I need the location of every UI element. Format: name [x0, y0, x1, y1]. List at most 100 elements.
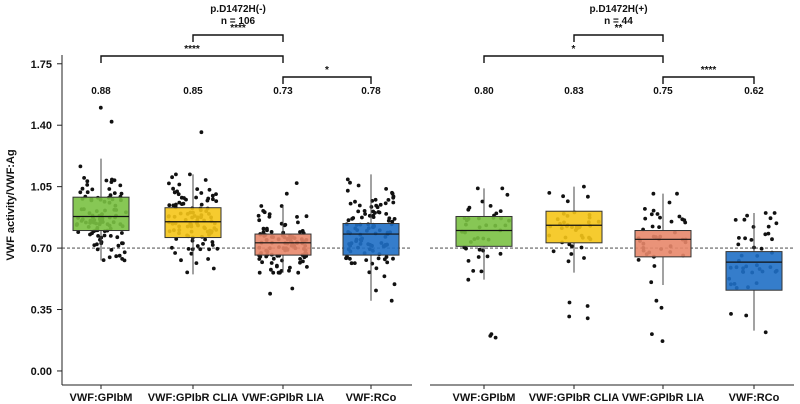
median-value-label: 0.73: [273, 86, 293, 97]
data-point: [199, 202, 204, 207]
data-point: [112, 191, 117, 196]
category-label: VWF:GPIbM: [70, 392, 133, 404]
data-point: [107, 187, 112, 191]
data-point: [565, 199, 570, 204]
data-point: [296, 220, 300, 225]
data-point: [206, 257, 211, 261]
median-value-label: 0.62: [744, 86, 764, 97]
median-value-label: 0.78: [361, 86, 381, 97]
data-point: [298, 257, 302, 261]
data-point: [90, 231, 94, 236]
data-point: [651, 208, 656, 213]
data-point: [206, 196, 211, 201]
data-point: [188, 172, 192, 177]
data-point: [643, 207, 647, 211]
data-point: [744, 313, 749, 318]
data-point: [275, 263, 279, 268]
data-point: [170, 175, 175, 180]
data-point: [98, 105, 103, 110]
data-point: [203, 237, 208, 242]
data-point: [733, 218, 738, 222]
data-point: [390, 190, 394, 195]
data-point: [649, 212, 654, 217]
data-point: [570, 244, 574, 249]
data-point: [78, 190, 83, 195]
median-value-label: 0.80: [474, 86, 494, 97]
data-point: [669, 219, 674, 224]
data-point: [95, 247, 100, 252]
data-point: [374, 288, 378, 293]
data-point: [258, 254, 263, 259]
data-point: [384, 187, 388, 191]
box: [72, 196, 130, 232]
y-tick-label: 1.75: [31, 59, 52, 71]
data-point: [675, 191, 679, 196]
data-point: [498, 209, 503, 214]
data-point: [582, 184, 586, 189]
data-point: [475, 186, 480, 191]
significance-bracket: [192, 34, 284, 42]
data-point: [210, 243, 215, 247]
data-point: [207, 187, 212, 192]
data-point: [279, 269, 284, 273]
data-point: [774, 221, 779, 226]
data-point: [85, 183, 90, 187]
data-point: [471, 269, 476, 273]
data-point: [109, 248, 114, 252]
data-point: [173, 251, 178, 255]
data-point: [391, 256, 395, 261]
data-point: [268, 291, 272, 296]
data-point: [296, 270, 301, 275]
data-point: [742, 217, 747, 222]
data-point: [261, 226, 266, 231]
data-point: [300, 229, 305, 233]
data-point: [287, 268, 291, 273]
data-point: [348, 201, 353, 206]
data-point: [82, 176, 86, 180]
data-point: [177, 182, 182, 187]
data-point: [90, 187, 95, 192]
data-point: [386, 198, 391, 202]
data-point: [118, 183, 123, 188]
data-point: [376, 256, 381, 261]
data-point: [76, 230, 81, 235]
data-point: [185, 270, 190, 275]
data-point: [477, 247, 482, 252]
data-point: [745, 213, 749, 218]
box: [634, 230, 692, 258]
data-point: [345, 188, 350, 193]
data-point: [561, 194, 565, 199]
data-point: [269, 261, 274, 265]
data-point: [650, 332, 654, 336]
data-point: [120, 231, 124, 235]
data-point: [348, 256, 352, 261]
data-point: [363, 212, 367, 216]
data-point: [167, 181, 171, 186]
data-point: [367, 270, 372, 275]
data-points: [74, 105, 779, 343]
data-point: [186, 247, 191, 251]
data-point: [356, 183, 361, 188]
data-point: [391, 200, 396, 205]
data-point: [210, 193, 215, 198]
data-point: [763, 330, 768, 335]
data-point: [195, 187, 200, 192]
significance-bracket: [483, 55, 664, 63]
data-point: [78, 164, 83, 169]
boxes: [72, 158, 783, 331]
data-point: [489, 332, 494, 336]
y-tick-label: 1.05: [31, 182, 52, 194]
category-label: VWF:GPIbR LIA: [242, 392, 325, 404]
data-point: [374, 266, 379, 271]
box: [545, 210, 603, 244]
data-point: [107, 255, 112, 260]
panel-title: p.D1472H(+): [589, 4, 647, 15]
significance-label: *: [325, 65, 329, 76]
y-axis-title: VWF activity/VWF:Ag: [5, 149, 17, 260]
significance-label: *: [572, 44, 576, 55]
data-point: [654, 298, 659, 303]
data-point: [348, 180, 352, 185]
data-point: [276, 270, 281, 275]
data-point: [80, 186, 85, 191]
data-point: [257, 270, 262, 275]
